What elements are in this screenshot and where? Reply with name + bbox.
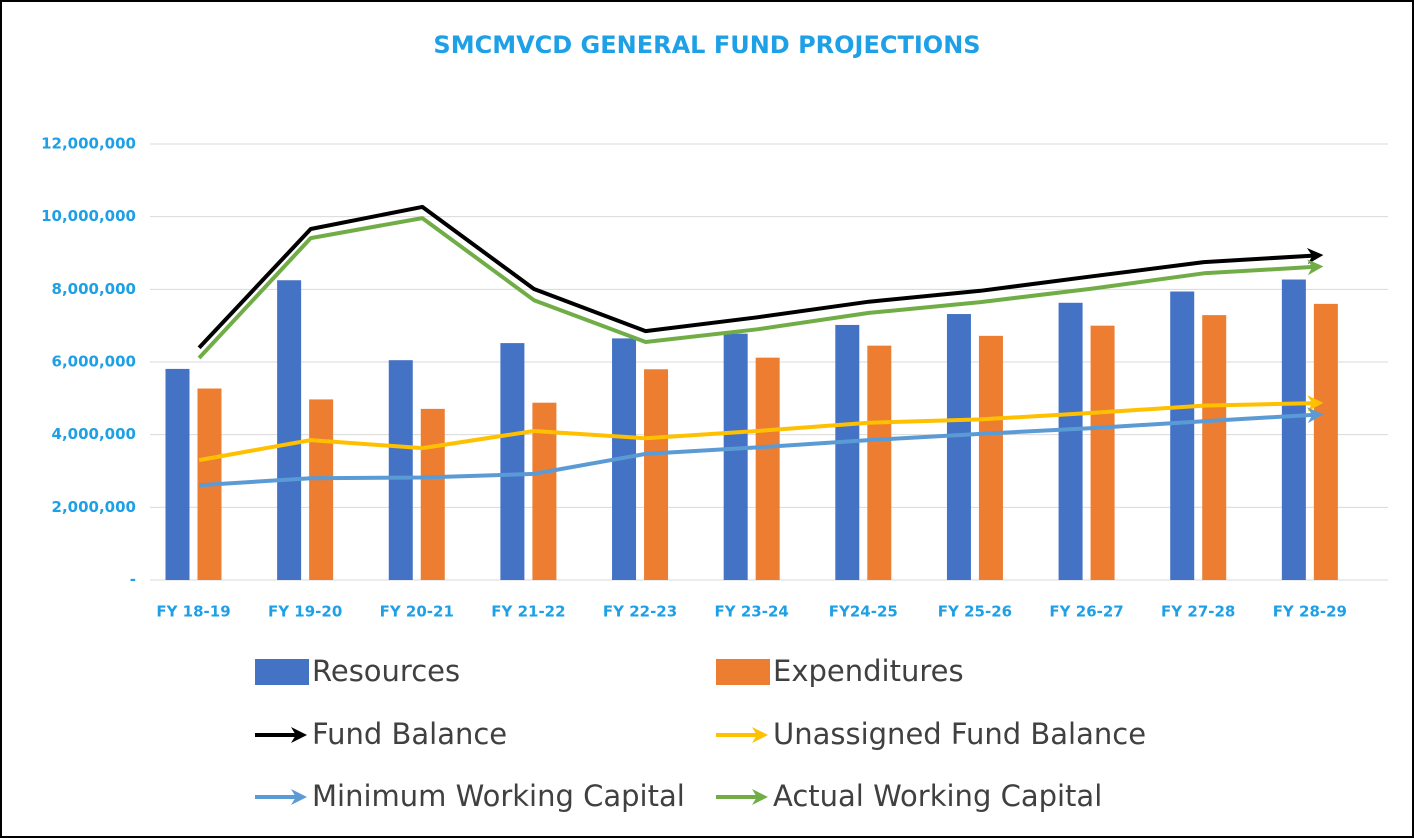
x-tick-label: FY 21-22 [491,603,565,621]
y-tick-label: - [130,571,136,589]
bar [165,368,190,580]
y-tick-label: 2,000,000 [52,498,136,516]
bar [1058,302,1083,580]
line [197,204,1324,350]
bar [1202,315,1227,580]
bar [1090,325,1115,580]
x-tick-label: FY 23-24 [715,603,789,621]
line [198,407,1324,488]
bar [500,343,525,580]
bar [946,314,971,580]
bar [277,280,302,580]
x-tick-label: FY 20-21 [380,603,454,621]
x-tick-label: FY24-25 [829,603,898,621]
bar [1281,279,1306,580]
legend-label: Unassigned Fund Balance [773,717,1146,751]
line [198,395,1324,463]
x-tick-label: FY 22-23 [603,603,677,621]
y-tick-label: 6,000,000 [52,353,136,371]
bar [978,335,1003,580]
chart-title: SMCMVCD GENERAL FUND PROJECTIONS [433,31,980,59]
bar [867,345,892,580]
bar [388,360,413,580]
x-tick-label: FY 18-19 [156,603,230,621]
x-tick-label: FY 28-29 [1273,603,1347,621]
legend-swatch [255,659,309,685]
line [197,216,1324,360]
x-tick-label: FY 25-26 [938,603,1012,621]
x-tick-label: FY 26-27 [1049,603,1123,621]
y-tick-label: 10,000,000 [41,207,136,225]
y-tick-label: 4,000,000 [52,425,136,443]
legend-label: Fund Balance [312,717,507,751]
bar [1170,291,1195,580]
bar [644,369,669,580]
legend-swatch [716,659,770,685]
bar [835,324,860,580]
y-tick-label: 8,000,000 [52,280,136,298]
legend-label: Expenditures [773,654,964,688]
x-tick-label: FY 27-28 [1161,603,1235,621]
legend-label: Resources [312,654,460,688]
x-tick-label: FY 19-20 [268,603,342,621]
bar [755,357,780,580]
bar [1313,303,1338,580]
bar [723,333,748,580]
bar [309,399,334,580]
legend-label: Actual Working Capital [773,779,1102,813]
legend-label: Minimum Working Capital [312,779,685,813]
y-tick-label: 12,000,000 [41,135,136,153]
bar [420,408,445,580]
